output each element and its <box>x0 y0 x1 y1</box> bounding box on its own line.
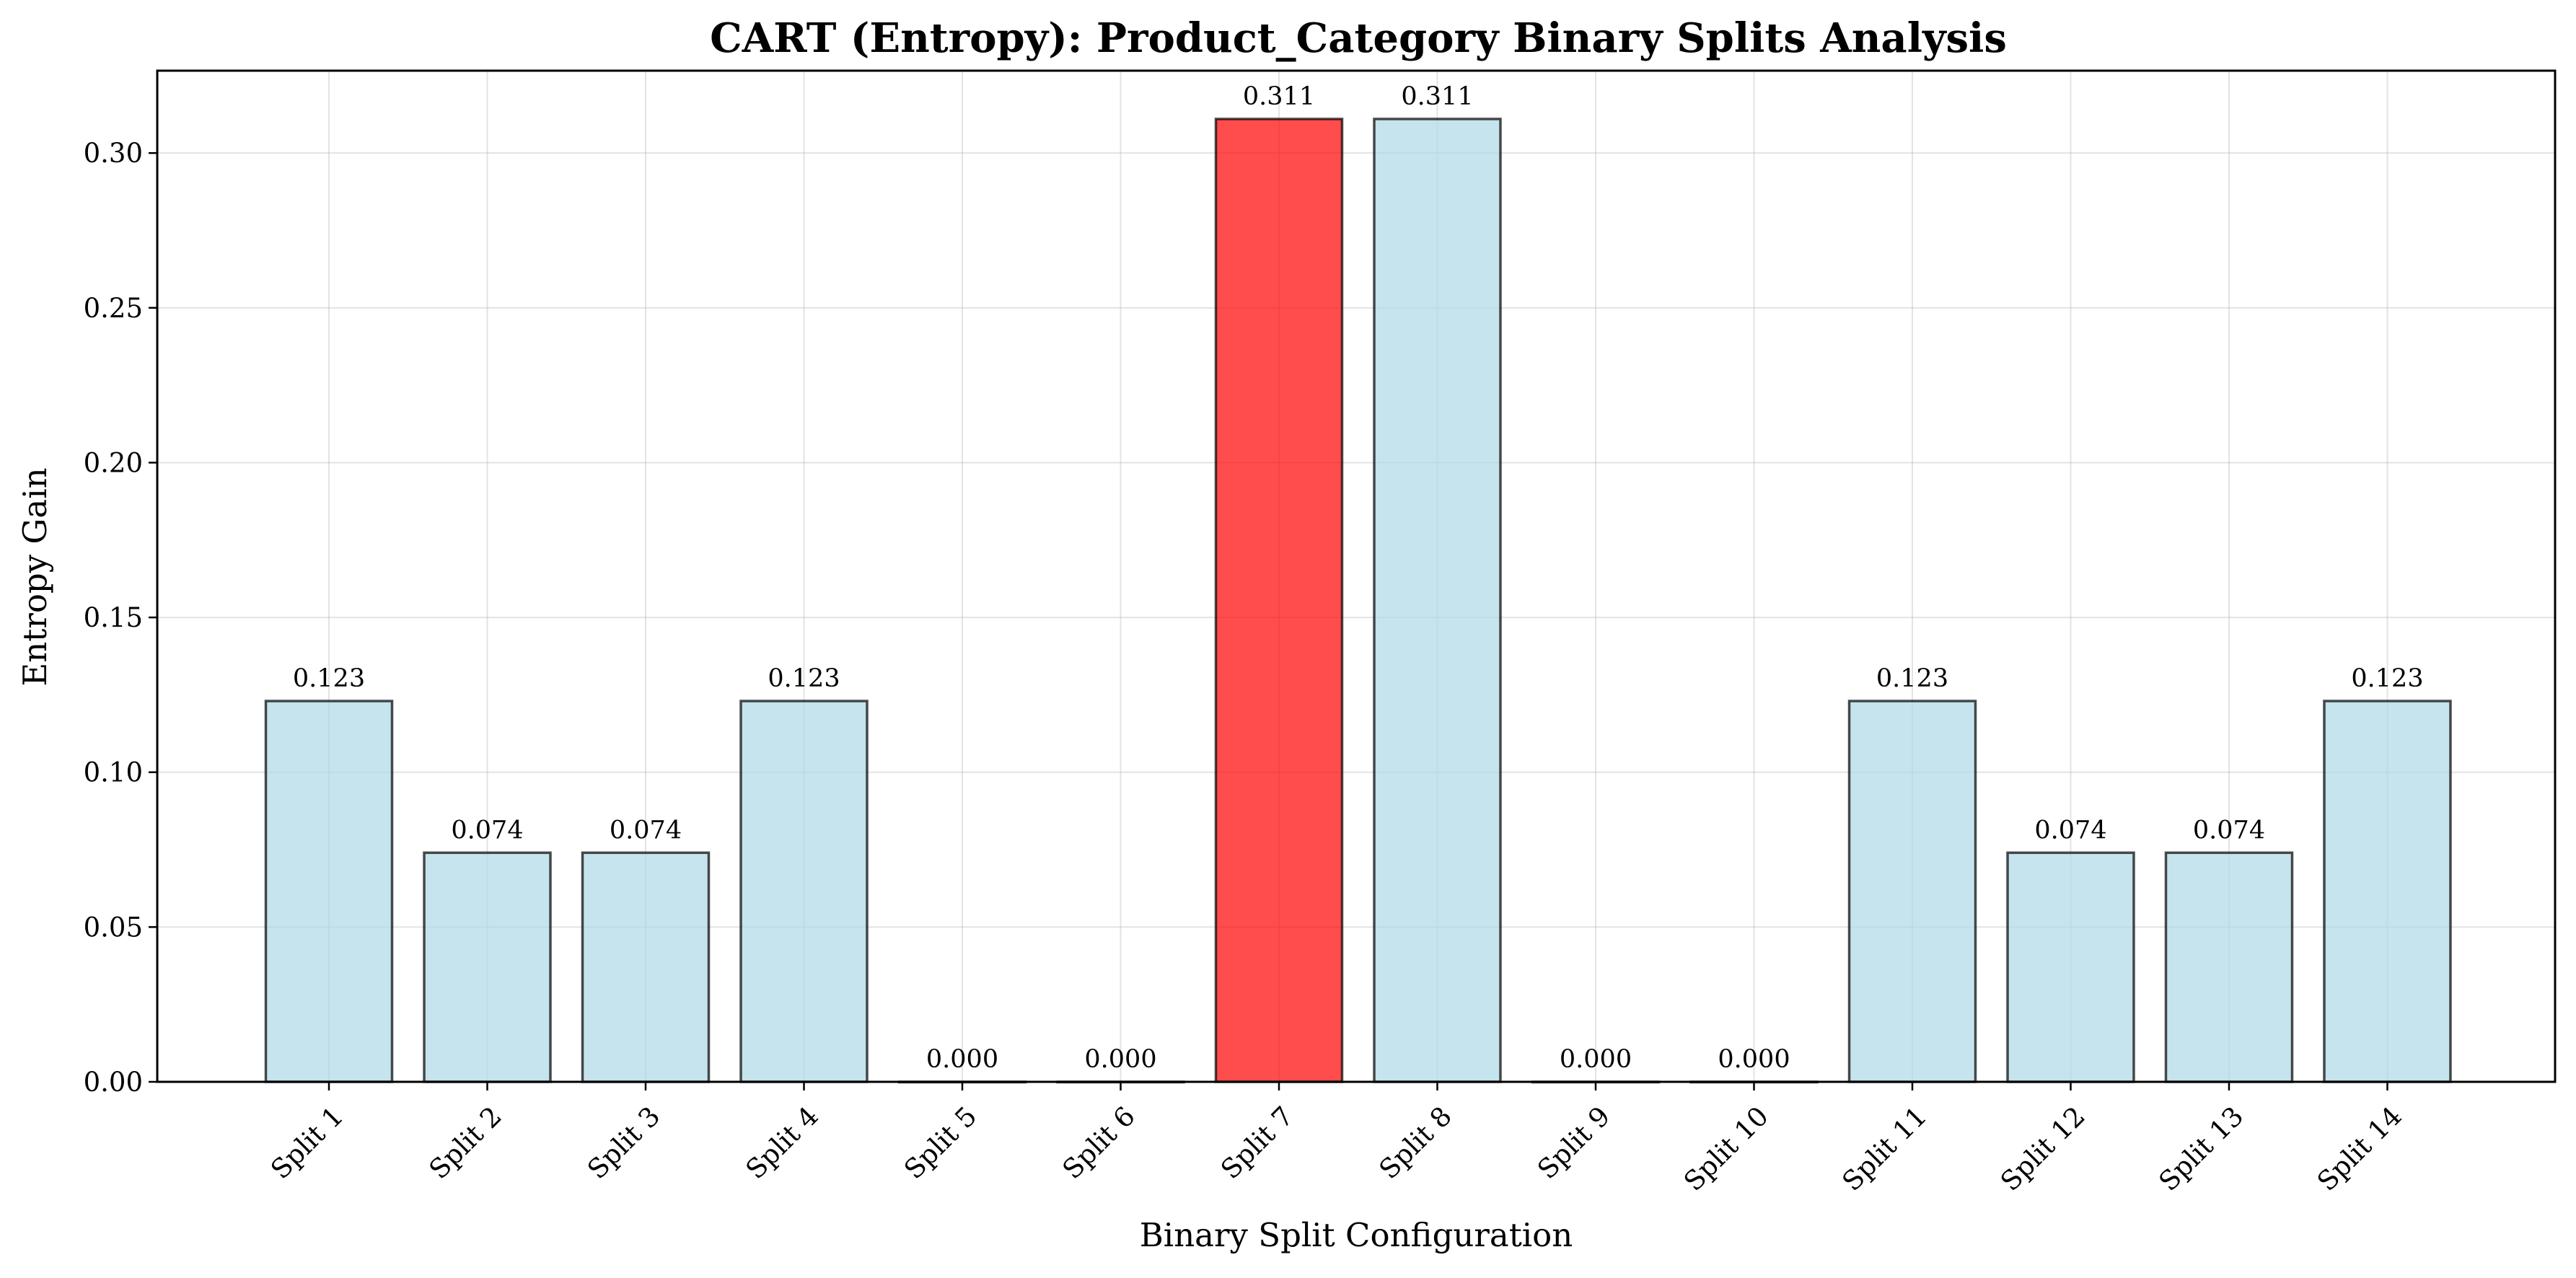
bar <box>264 700 394 1083</box>
y-tick-label: 0.15 <box>84 602 143 633</box>
y-axis-ticks: 0.00 0.05 0.10 0.15 0.20 0.25 0.30 <box>84 138 157 1098</box>
plot-frame <box>156 69 2557 1083</box>
bar-value-label: 0.123 <box>768 664 840 693</box>
bar-highlighted <box>1214 118 1344 1083</box>
bar-value-label: 0.000 <box>926 1045 998 1074</box>
y-tick-label: 0.30 <box>84 138 143 169</box>
y-tick-label: 0.05 <box>84 912 143 943</box>
bar-value-label: 0.000 <box>1560 1045 1632 1074</box>
y-tick-label: 0.25 <box>84 293 143 324</box>
bar-value-label: 0.074 <box>451 816 523 845</box>
bar-value-label: 0.123 <box>1876 664 1948 693</box>
bar-value-label: 0.311 <box>1401 82 1473 111</box>
bar <box>739 700 869 1083</box>
bar-value-label: 0.074 <box>2193 816 2265 845</box>
bar <box>2323 700 2452 1083</box>
chart-title: CART (Entropy): Product_Category Binary … <box>710 14 2007 62</box>
y-tick-label: 0.10 <box>84 757 143 788</box>
bar <box>2006 851 2135 1083</box>
bar <box>2164 851 2294 1083</box>
y-tick-label: 0.00 <box>84 1067 143 1098</box>
y-tick-label: 0.20 <box>84 447 143 478</box>
bar-value-label: 0.123 <box>293 664 365 693</box>
bar-value-label: 0.311 <box>1243 82 1315 111</box>
bar <box>581 851 711 1083</box>
bar-value-label: 0.074 <box>610 816 682 845</box>
bar <box>1847 700 1977 1083</box>
bar-value-labels: 0.123 0.074 0.074 0.123 0.000 0.000 0.311 0.311… <box>293 82 2424 1074</box>
bar-value-label: 0.074 <box>2034 816 2106 845</box>
y-axis-label: Entropy Gain <box>16 467 54 686</box>
bar-value-label: 0.123 <box>2351 664 2423 693</box>
x-axis-label: Binary Split Configuration <box>1140 1216 1573 1254</box>
bars <box>264 118 2452 1084</box>
bar-value-label: 0.000 <box>1718 1045 1790 1074</box>
bar-value-label: 0.000 <box>1084 1045 1156 1074</box>
bar <box>423 851 552 1083</box>
bar <box>1373 118 1502 1083</box>
